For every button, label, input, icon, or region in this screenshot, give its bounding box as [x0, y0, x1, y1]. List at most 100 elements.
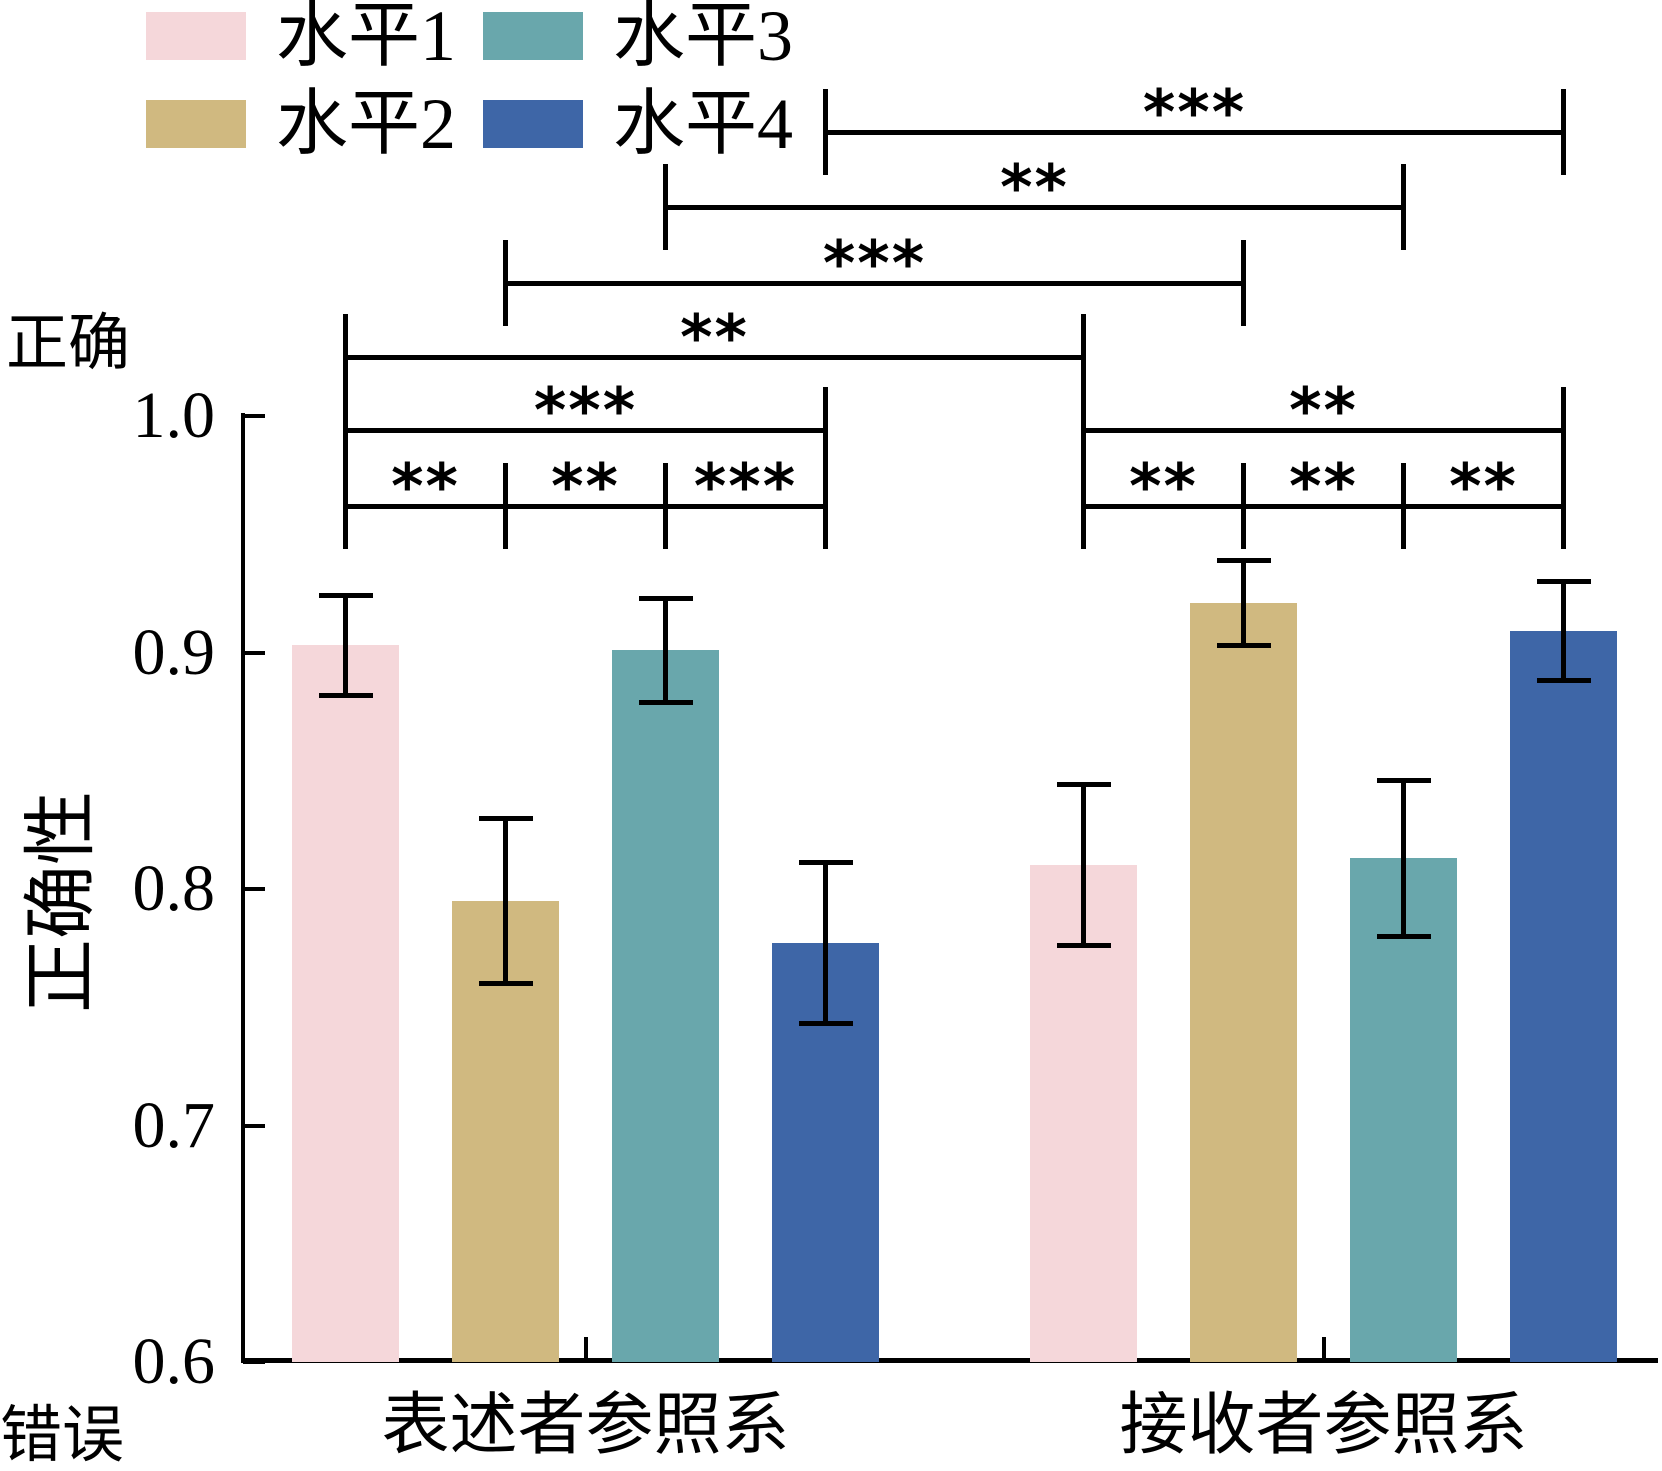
significance-bracket-tick-3-left	[503, 240, 508, 326]
significance-bracket-line-12	[1403, 503, 1564, 509]
significance-bracket-line-11	[1243, 503, 1404, 509]
errorbar-cap-bottom-level4-group1	[798, 1021, 853, 1027]
significance-bracket-tick-7-left	[343, 463, 348, 549]
errorbar-cap-bottom-level1-group1	[318, 692, 373, 698]
x-category-label: 接收者参照系	[1119, 1387, 1528, 1463]
significance-bracket-tick-5-left	[343, 387, 348, 473]
significance-bracket-tick-9-left	[663, 463, 668, 549]
errorbar-cap-bottom-level4-group2	[1536, 678, 1591, 684]
significance-bracket-tick-12-right	[1561, 463, 1566, 549]
y-tick-label: 0.6	[132, 1325, 216, 1398]
errorbar-cap-bottom-level2-group1	[478, 981, 533, 987]
significance-bracket-tick-1-right	[1561, 89, 1566, 175]
errorbar-cap-bottom-level3-group1	[638, 699, 693, 705]
significance-bracket-tick-1-left	[823, 89, 828, 175]
errorbar-cap-top-level1-group1	[318, 593, 373, 599]
errorbar-cap-top-level3-group1	[638, 595, 693, 601]
significance-bracket-line-6	[1083, 427, 1564, 433]
legend-item-level1: 水平1	[146, 0, 456, 72]
significance-bracket-line-7	[345, 503, 506, 509]
y-tick-label: 0.8	[132, 852, 216, 925]
significance-label-6: **	[1289, 374, 1358, 447]
legend-item-level3: 水平3	[483, 0, 793, 72]
errorbar-cap-bottom-level3-group2	[1376, 933, 1431, 939]
errorbar-cap-top-level4-group2	[1536, 579, 1591, 585]
significance-label-9: ***	[693, 450, 798, 523]
errorbar-line-level3-group1	[663, 598, 668, 703]
significance-bracket-tick-12-left	[1401, 463, 1406, 549]
significance-bracket-tick-8-left	[503, 463, 508, 549]
significance-bracket-tick-5-right	[823, 387, 828, 473]
errorbar-line-level2-group2	[1241, 560, 1246, 646]
significance-bracket-line-4	[345, 354, 1084, 360]
errorbar-line-level1-group2	[1081, 784, 1086, 946]
significance-label-1: ***	[1142, 76, 1247, 149]
significance-label-5: ***	[533, 374, 638, 447]
significance-bracket-tick-6-right	[1561, 387, 1566, 473]
legend-swatch-level1	[146, 12, 246, 60]
significance-label-11: **	[1289, 450, 1358, 523]
errorbar-cap-top-level2-group1	[478, 815, 533, 821]
significance-bracket-line-10	[1083, 503, 1244, 509]
legend-label-level4: 水平4	[613, 84, 794, 164]
significance-bracket-tick-4-left	[343, 314, 348, 400]
errorbar-cap-top-level4-group1	[798, 860, 853, 866]
significance-bracket-tick-3-right	[1241, 240, 1246, 326]
significance-label-2: **	[1000, 151, 1069, 224]
x-category-label: 表述者参照系	[381, 1387, 790, 1463]
y-axis-tick	[243, 1360, 265, 1364]
bar-level2-group2	[1190, 602, 1297, 1362]
y-axis-top-annotation: 正确	[6, 310, 131, 378]
legend-label-level3: 水平3	[613, 0, 794, 76]
y-axis-tick	[243, 887, 265, 891]
significance-bracket-tick-2-right	[1401, 164, 1406, 250]
significance-bracket-line-3	[505, 280, 1244, 286]
y-axis-tick	[243, 650, 265, 655]
errorbar-cap-top-level3-group2	[1376, 777, 1431, 783]
legend-item-level4: 水平4	[483, 88, 793, 160]
legend-swatch-level3	[483, 12, 583, 60]
significance-bracket-tick-2-left	[663, 164, 668, 250]
significance-bracket-tick-6-left	[1081, 387, 1086, 473]
significance-label-7: **	[391, 450, 460, 523]
y-axis-tick	[243, 414, 265, 418]
bar-level1-group1	[292, 645, 399, 1362]
significance-bracket-tick-4-right	[1081, 314, 1086, 400]
legend-swatch-level4	[483, 100, 583, 148]
significance-label-3: ***	[822, 227, 927, 300]
significance-bracket-line-2	[665, 204, 1404, 210]
y-axis-bottom-annotation: 错误	[0, 1402, 125, 1470]
x-axis-tick	[1321, 1337, 1326, 1360]
significance-label-8: **	[551, 450, 620, 523]
legend-label-level1: 水平1	[276, 0, 457, 76]
bar-level3-group2	[1350, 858, 1457, 1362]
errorbar-cap-top-level2-group2	[1216, 557, 1271, 563]
y-tick-label: 0.9	[132, 615, 216, 689]
significance-bracket-tick-9-right	[823, 463, 828, 549]
legend-label-level2: 水平2	[276, 84, 457, 164]
errorbar-cap-bottom-level1-group2	[1056, 943, 1111, 949]
significance-bracket-line-1	[825, 129, 1564, 135]
y-tick-label: 0.7	[132, 1088, 216, 1162]
significance-label-10: **	[1129, 450, 1198, 523]
errorbar-line-level4-group2	[1561, 581, 1566, 681]
significance-label-4: **	[680, 301, 749, 374]
y-axis-tick	[243, 1123, 265, 1128]
significance-label-12: **	[1449, 450, 1518, 523]
errorbar-cap-top-level1-group2	[1056, 782, 1111, 788]
x-axis-line	[241, 1358, 1658, 1363]
significance-bracket-line-9	[665, 503, 826, 509]
errorbar-line-level3-group2	[1401, 780, 1406, 937]
bar-level3-group1	[612, 650, 719, 1362]
bar-level4-group2	[1510, 631, 1617, 1362]
errorbar-cap-bottom-level2-group2	[1216, 642, 1271, 648]
y-tick-label: 1.0	[132, 379, 216, 452]
significance-bracket-line-8	[505, 503, 666, 509]
legend-item-level2: 水平2	[146, 88, 456, 160]
x-axis-tick	[583, 1337, 588, 1360]
significance-bracket-line-5	[345, 427, 826, 433]
legend-swatch-level2	[146, 100, 246, 148]
errorbar-line-level2-group1	[503, 818, 508, 984]
errorbar-line-level4-group1	[823, 862, 828, 1024]
